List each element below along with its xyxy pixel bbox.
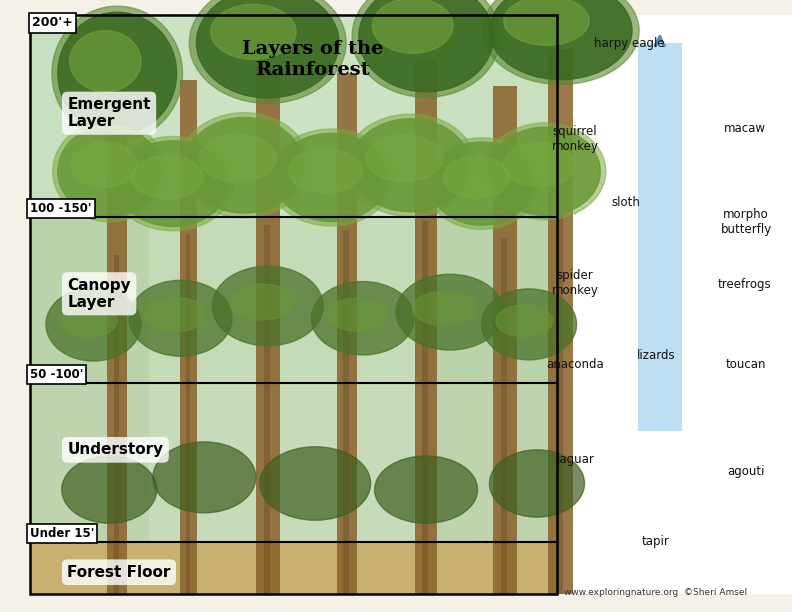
FancyBboxPatch shape bbox=[108, 110, 127, 594]
Ellipse shape bbox=[496, 305, 553, 337]
Text: tapir: tapir bbox=[642, 536, 670, 548]
Ellipse shape bbox=[311, 282, 414, 355]
Ellipse shape bbox=[443, 157, 510, 198]
Ellipse shape bbox=[62, 456, 157, 523]
Ellipse shape bbox=[51, 6, 183, 141]
Text: morpho
butterfly: morpho butterfly bbox=[721, 208, 771, 236]
Ellipse shape bbox=[179, 113, 310, 218]
Ellipse shape bbox=[425, 138, 539, 230]
FancyBboxPatch shape bbox=[256, 67, 280, 594]
Ellipse shape bbox=[52, 121, 166, 222]
Ellipse shape bbox=[131, 156, 204, 198]
Ellipse shape bbox=[489, 0, 632, 80]
Ellipse shape bbox=[484, 123, 606, 220]
Ellipse shape bbox=[70, 141, 138, 187]
Text: jaguar: jaguar bbox=[556, 453, 594, 466]
Ellipse shape bbox=[288, 149, 363, 193]
Ellipse shape bbox=[189, 0, 346, 103]
FancyBboxPatch shape bbox=[638, 43, 682, 431]
Text: Under 15': Under 15' bbox=[30, 527, 94, 540]
Text: anaconda: anaconda bbox=[546, 358, 604, 371]
Text: 100 -150': 100 -150' bbox=[30, 203, 92, 215]
Ellipse shape bbox=[117, 141, 228, 226]
FancyBboxPatch shape bbox=[422, 221, 428, 594]
Ellipse shape bbox=[58, 125, 161, 217]
FancyBboxPatch shape bbox=[114, 255, 119, 594]
Text: sloth: sloth bbox=[611, 196, 640, 209]
Ellipse shape bbox=[366, 135, 443, 182]
Ellipse shape bbox=[482, 0, 639, 84]
Ellipse shape bbox=[482, 289, 577, 360]
Ellipse shape bbox=[345, 114, 475, 217]
FancyBboxPatch shape bbox=[180, 80, 197, 594]
Ellipse shape bbox=[46, 288, 141, 361]
Ellipse shape bbox=[196, 0, 339, 98]
Text: agouti: agouti bbox=[727, 465, 765, 478]
Ellipse shape bbox=[359, 0, 493, 92]
Text: spider
monkey: spider monkey bbox=[551, 269, 599, 297]
Ellipse shape bbox=[70, 31, 141, 92]
Ellipse shape bbox=[129, 280, 232, 356]
Ellipse shape bbox=[489, 127, 600, 215]
FancyBboxPatch shape bbox=[501, 238, 507, 594]
FancyBboxPatch shape bbox=[493, 86, 517, 594]
FancyBboxPatch shape bbox=[30, 217, 557, 382]
Text: toucan: toucan bbox=[725, 358, 767, 371]
FancyBboxPatch shape bbox=[30, 542, 557, 594]
Ellipse shape bbox=[372, 0, 453, 53]
Ellipse shape bbox=[185, 118, 303, 213]
Ellipse shape bbox=[274, 133, 388, 222]
FancyBboxPatch shape bbox=[344, 230, 348, 594]
Ellipse shape bbox=[489, 450, 584, 517]
FancyBboxPatch shape bbox=[337, 73, 357, 594]
Ellipse shape bbox=[260, 447, 371, 520]
Ellipse shape bbox=[153, 442, 256, 513]
Text: treefrogs: treefrogs bbox=[718, 278, 771, 291]
Ellipse shape bbox=[60, 304, 117, 337]
FancyBboxPatch shape bbox=[557, 15, 792, 594]
Ellipse shape bbox=[212, 266, 323, 346]
Ellipse shape bbox=[396, 274, 504, 350]
Ellipse shape bbox=[504, 143, 576, 187]
Text: Emergent
Layer: Emergent Layer bbox=[67, 97, 150, 129]
Ellipse shape bbox=[200, 134, 276, 182]
Text: Understory: Understory bbox=[67, 442, 163, 457]
FancyBboxPatch shape bbox=[30, 542, 557, 594]
FancyBboxPatch shape bbox=[30, 15, 557, 542]
Ellipse shape bbox=[211, 4, 296, 59]
Text: Canopy
Layer: Canopy Layer bbox=[67, 278, 131, 310]
FancyBboxPatch shape bbox=[185, 234, 190, 594]
Ellipse shape bbox=[112, 136, 234, 231]
Ellipse shape bbox=[327, 298, 388, 331]
FancyBboxPatch shape bbox=[548, 49, 573, 594]
Text: 200'+: 200'+ bbox=[32, 17, 73, 29]
Ellipse shape bbox=[412, 291, 477, 326]
Text: macaw: macaw bbox=[723, 122, 766, 135]
Ellipse shape bbox=[229, 284, 295, 320]
FancyBboxPatch shape bbox=[557, 212, 563, 594]
Ellipse shape bbox=[375, 456, 478, 523]
Ellipse shape bbox=[504, 0, 589, 45]
Ellipse shape bbox=[351, 119, 470, 212]
Ellipse shape bbox=[58, 12, 177, 135]
Ellipse shape bbox=[430, 142, 533, 225]
Text: www.exploringnature.org  ©Sheri Amsel: www.exploringnature.org ©Sheri Amsel bbox=[564, 588, 748, 597]
Text: harpy eagle: harpy eagle bbox=[594, 37, 665, 50]
Text: squirrel
monkey: squirrel monkey bbox=[551, 125, 599, 154]
FancyBboxPatch shape bbox=[30, 382, 557, 542]
Text: Forest Floor: Forest Floor bbox=[67, 565, 171, 580]
Bar bbox=[30, 15, 557, 594]
FancyBboxPatch shape bbox=[415, 61, 437, 594]
FancyBboxPatch shape bbox=[149, 15, 426, 594]
Text: 50 -100': 50 -100' bbox=[30, 368, 83, 381]
Text: Layers of the
Rainforest: Layers of the Rainforest bbox=[242, 40, 383, 78]
FancyBboxPatch shape bbox=[264, 225, 269, 594]
Ellipse shape bbox=[352, 0, 501, 97]
Ellipse shape bbox=[268, 129, 394, 226]
Ellipse shape bbox=[144, 297, 207, 332]
Text: lizards: lizards bbox=[637, 349, 675, 362]
